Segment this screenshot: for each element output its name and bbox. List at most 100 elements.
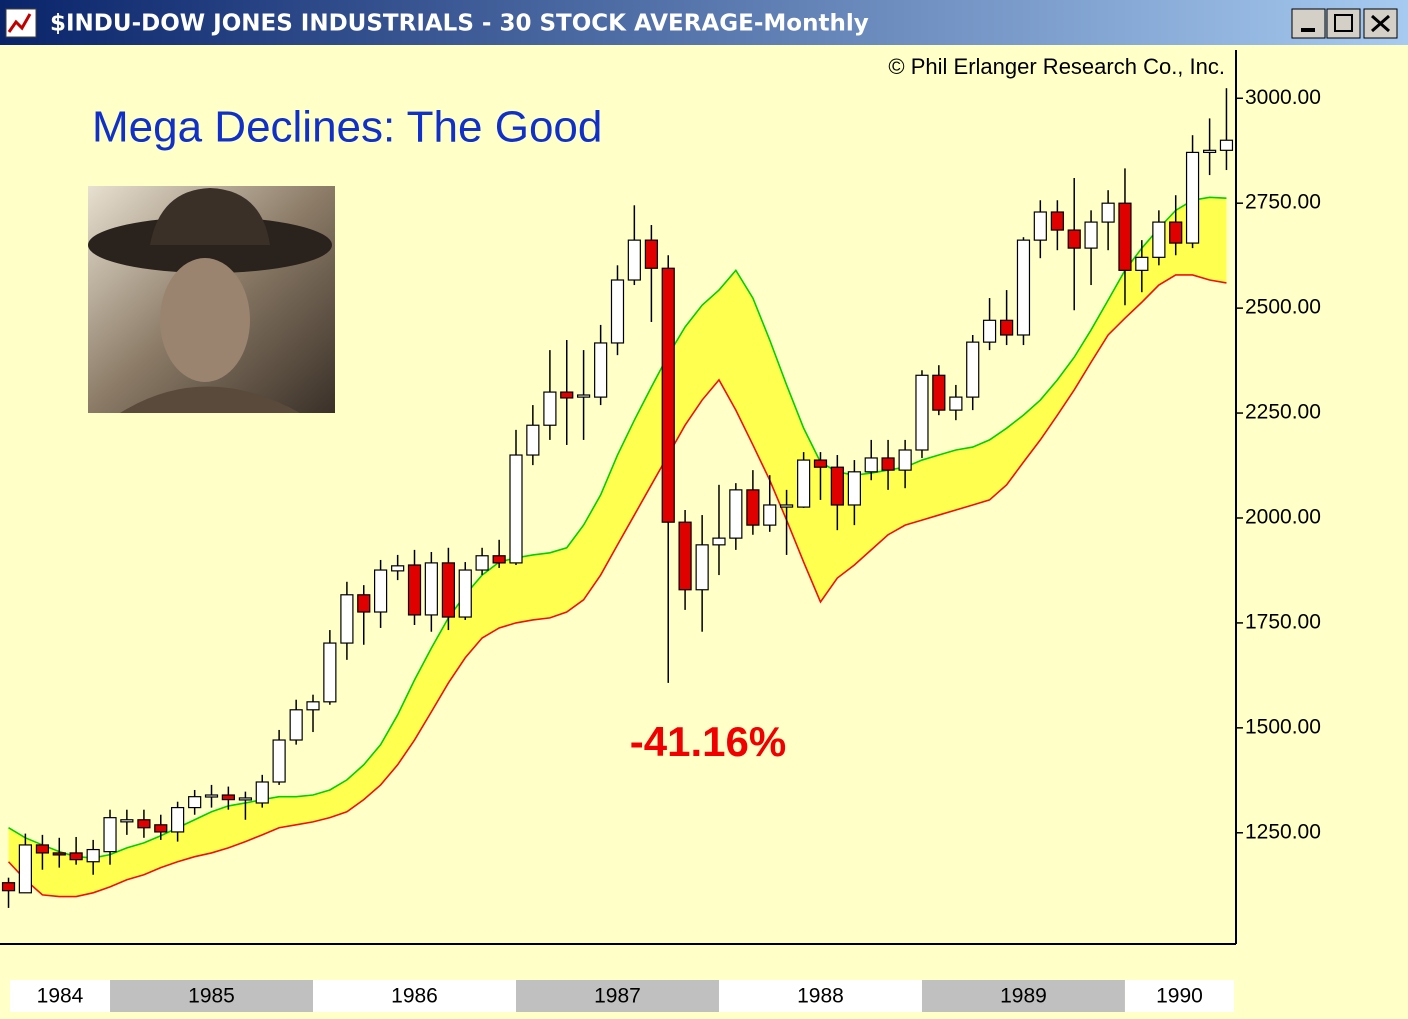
copyright: © Phil Erlanger Research Co., Inc. (888, 54, 1225, 79)
y-tick-label: 2250.00 (1245, 401, 1321, 424)
x-year-band (921, 980, 1125, 1012)
candle-body (221, 794, 235, 801)
candle-body (779, 504, 794, 508)
candle-body (103, 817, 117, 853)
candle-body (1185, 151, 1200, 244)
candle-body (374, 569, 388, 613)
candle-body (966, 341, 980, 398)
candle-body (543, 391, 557, 426)
candle-body (847, 471, 861, 506)
candle-body (458, 569, 472, 618)
x-year-band (1124, 980, 1234, 1012)
slide-heading: Mega Declines: The Good (92, 103, 602, 152)
candle-body (1016, 239, 1031, 336)
candle-body (475, 555, 489, 571)
candle-body (746, 489, 760, 526)
candle-body (238, 797, 253, 801)
upper-band-line (8, 196, 1227, 859)
lower-band-line (7, 274, 1227, 898)
candle-body (1101, 202, 1115, 223)
maximize-button[interactable] (1326, 8, 1361, 39)
candle-body (509, 454, 523, 564)
candle-body (171, 806, 185, 833)
candle-body (188, 796, 202, 809)
y-tick-label: 1250.00 (1245, 820, 1321, 843)
candle-body (949, 396, 963, 411)
y-tick-label: 2750.00 (1245, 191, 1321, 214)
x-tick-label: 1987 (594, 985, 641, 1008)
x-year-band (515, 980, 719, 1012)
window-title: $INDU-DOW JONES INDUSTRIALS - 30 STOCK A… (50, 11, 869, 37)
candle-body (1152, 221, 1166, 258)
candle-body (204, 794, 219, 798)
candle-body (982, 319, 997, 343)
candle-body (1000, 319, 1014, 336)
x-tick-label: 1984 (37, 985, 84, 1008)
x-year-band (10, 980, 111, 1012)
candle-body (86, 848, 100, 863)
candle-body (1169, 221, 1183, 244)
x-tick-label: 1985 (188, 985, 235, 1008)
candle-body (695, 544, 709, 591)
minimize-button[interactable] (1291, 8, 1326, 39)
candle-body (1050, 211, 1064, 231)
title-bar (0, 0, 1408, 45)
y-tick-label: 2000.00 (1245, 506, 1321, 529)
y-tick-label: 1500.00 (1245, 715, 1321, 738)
candle-body (18, 844, 32, 894)
candle-body (932, 374, 946, 411)
candle-body (763, 504, 777, 526)
candle-body (864, 457, 878, 473)
candle-body (289, 709, 303, 741)
window-buttons (1291, 8, 1398, 39)
candle-body (797, 459, 811, 508)
app-icon (5, 8, 37, 38)
candle-body (594, 342, 608, 398)
candle-body (255, 781, 269, 804)
candle-body (1084, 221, 1098, 249)
candle-body (391, 565, 405, 572)
face (160, 258, 250, 382)
candle-body (1135, 256, 1149, 271)
candle-body (69, 852, 83, 861)
decline-annotation: -41.16% (630, 718, 786, 765)
plot-area: 1250.00 1500.00 1750.00 2000.00 2250.00 2500.… (0, 50, 1321, 1012)
candle-body (441, 562, 456, 618)
candle-body (560, 391, 574, 399)
candle-body (137, 819, 151, 829)
candle-body (340, 594, 354, 644)
candle-body (678, 521, 692, 591)
candle-body (813, 459, 828, 468)
candle-body (1118, 202, 1132, 271)
photo (88, 186, 335, 413)
candle-body (1203, 149, 1217, 154)
candle-body (357, 594, 371, 613)
y-tick-label: 1750.00 (1245, 610, 1321, 633)
close-glyph (1371, 14, 1390, 33)
candle-body (1, 882, 16, 892)
shoulders (120, 386, 300, 413)
x-tick-label: 1989 (1000, 985, 1047, 1008)
x-tick-label: 1986 (391, 985, 438, 1008)
candle-body (1033, 211, 1047, 241)
candle-body (272, 739, 286, 783)
x-year-band (718, 980, 922, 1012)
candle-body (120, 819, 134, 823)
candle-body (610, 279, 625, 344)
x-year-band (110, 980, 314, 1012)
candle-body (52, 852, 66, 856)
candle-body (1219, 139, 1234, 151)
candle-body (407, 564, 422, 616)
x-tick-label: 1990 (1156, 985, 1203, 1008)
y-tick-label: 3000.00 (1245, 86, 1321, 109)
y-tick-label: 2500.00 (1245, 296, 1321, 319)
candle-body (627, 239, 641, 281)
hat-crown (150, 188, 270, 245)
candle-body (729, 489, 743, 539)
candle-body (306, 701, 320, 711)
x-year-band (313, 980, 516, 1012)
candle-body (881, 457, 895, 471)
